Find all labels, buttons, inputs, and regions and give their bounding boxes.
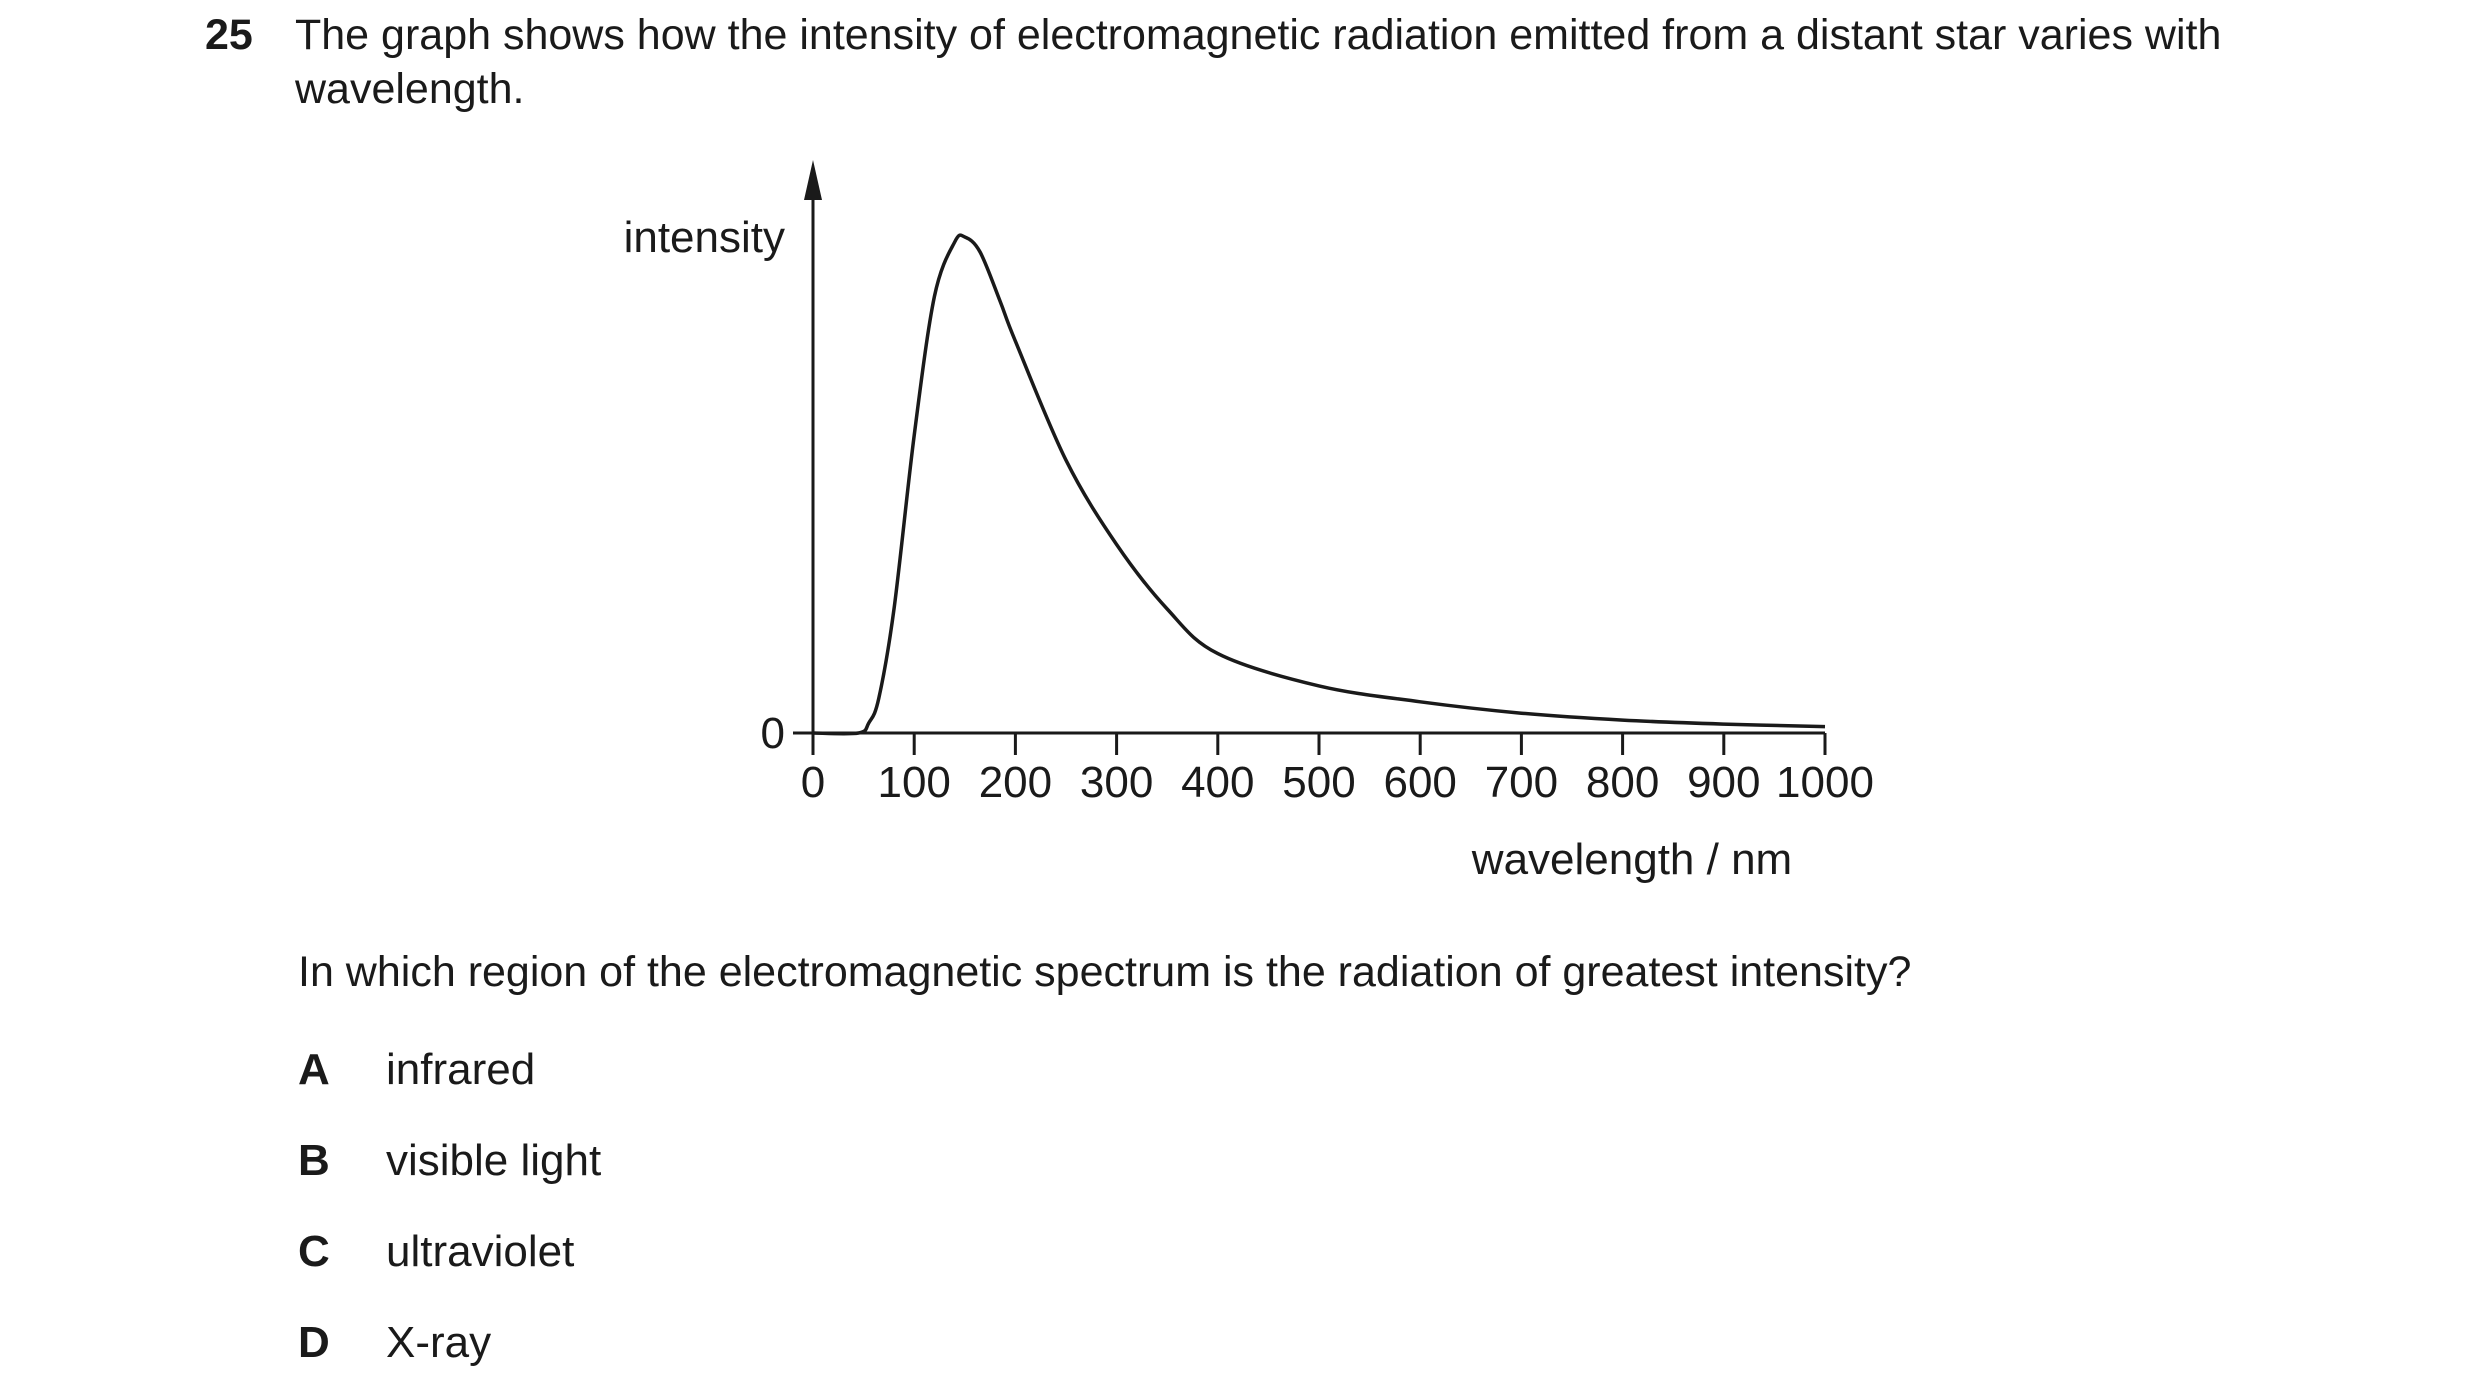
option-text: visible light (386, 1136, 602, 1185)
option-letter: C (298, 1227, 330, 1276)
x-tick-label-500: 500 (1282, 758, 1355, 807)
x-tick-label-400: 400 (1181, 758, 1254, 807)
x-tick-label-100: 100 (877, 758, 950, 807)
question-prompt: In which region of the electromagnetic s… (298, 948, 1912, 996)
y-axis-label: intensity (624, 213, 785, 262)
x-tick-label-800: 800 (1586, 758, 1659, 807)
question-stem: The graph shows how the intensity of ele… (295, 11, 2222, 113)
x-axis-label: wavelength / nm (1471, 835, 1792, 884)
option-letter: B (298, 1136, 330, 1185)
question-number: 25 (205, 11, 253, 59)
intensity-wavelength-graph: 0 100 200 300 400 500 600 700 800 900 1000 intensi… (624, 160, 1874, 884)
y-tick-label-0: 0 (761, 709, 785, 758)
x-tick-label-200: 200 (979, 758, 1052, 807)
x-tick-label-900: 900 (1687, 758, 1760, 807)
option-text: ultraviolet (386, 1227, 575, 1276)
option-text: infrared (386, 1045, 536, 1094)
x-tick-label-1000: 1000 (1776, 758, 1874, 807)
option-letter: A (298, 1045, 330, 1094)
x-tick-label-300: 300 (1080, 758, 1153, 807)
option-text: X-ray (386, 1318, 492, 1367)
x-tick-label-0: 0 (801, 758, 825, 807)
x-tick-label-700: 700 (1485, 758, 1558, 807)
axes (793, 160, 1825, 735)
x-axis-ticks: 0 100 200 300 400 500 600 700 800 900 1000 (801, 733, 1874, 807)
option-letter: D (298, 1318, 330, 1367)
x-tick-label-600: 600 (1383, 758, 1456, 807)
curve-group (812, 233, 1826, 736)
intensity-curve (812, 233, 1826, 736)
y-axis-arrowhead (804, 160, 822, 200)
